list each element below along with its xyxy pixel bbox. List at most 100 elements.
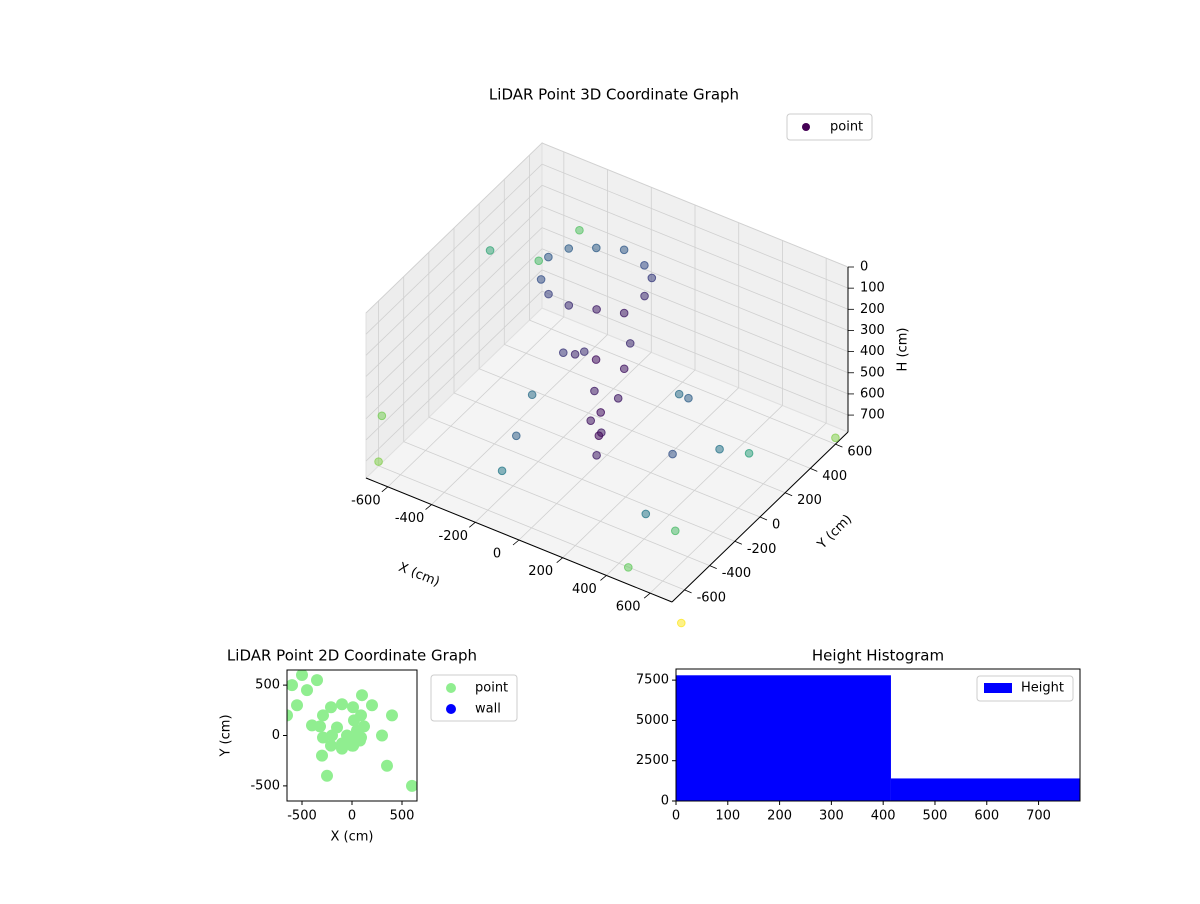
data-point	[640, 291, 649, 301]
tick-mark	[835, 443, 843, 448]
tick-mark	[759, 516, 768, 521]
data-point	[579, 347, 589, 356]
legend-label: point	[830, 120, 863, 135]
data-point	[356, 689, 368, 702]
data-point	[591, 355, 601, 364]
data-point	[497, 466, 507, 476]
grid-line	[365, 248, 543, 420]
x-tick-label: 400	[871, 809, 896, 824]
x-tick-label: 100	[715, 809, 740, 824]
data-point	[831, 433, 840, 443]
chart-title: LiDAR Point 2D Coordinate Graph	[227, 647, 477, 665]
data-point	[317, 709, 329, 722]
x-tick-label: 600	[616, 600, 641, 615]
y-tick-label: 600	[847, 445, 872, 460]
tick-mark	[784, 492, 793, 497]
data-point	[744, 449, 754, 458]
x-tick-label: 200	[528, 564, 553, 579]
grid-line	[453, 392, 761, 518]
grid-line	[541, 206, 849, 331]
data-point	[640, 261, 649, 270]
data-point	[594, 431, 604, 441]
tick-mark	[810, 468, 818, 472]
y-tick-label: 0	[272, 728, 280, 743]
data-point	[592, 305, 601, 314]
data-point	[316, 749, 328, 762]
plot-area	[287, 670, 417, 792]
tick-mark	[643, 592, 651, 599]
x-tick-label: 600	[974, 809, 999, 824]
y-tick-label: 5000	[636, 713, 669, 728]
x-tick-label: 500	[923, 809, 948, 824]
legend-marker	[984, 683, 1012, 693]
y-tick-label: 500	[255, 678, 280, 693]
data-point	[534, 256, 544, 266]
data-point	[592, 451, 601, 460]
x-tick-label: -400	[395, 511, 425, 526]
grid-line	[365, 227, 543, 398]
data-point	[623, 563, 633, 572]
x-tick-label: 400	[572, 582, 597, 597]
data-point	[325, 739, 337, 752]
data-point	[325, 701, 337, 714]
data-point	[336, 698, 348, 711]
data-point	[647, 273, 657, 283]
x-tick-label: 500	[390, 809, 415, 824]
data-point	[287, 679, 298, 692]
grid-line	[428, 416, 736, 542]
grid-line	[541, 290, 849, 416]
data-point	[374, 457, 383, 466]
grid-line	[504, 344, 811, 469]
legend-box	[786, 113, 873, 141]
grid-line	[365, 142, 543, 314]
y-tick-label: -200	[747, 542, 777, 557]
y-tick-label: 2500	[636, 753, 669, 768]
legend-marker	[446, 683, 456, 693]
z-tick-label: 200	[860, 302, 885, 317]
histogram-bar	[890, 778, 1080, 801]
data-point	[544, 289, 553, 299]
data-point	[376, 729, 388, 742]
tick-mark	[425, 504, 432, 510]
x-tick-label: -500	[287, 809, 317, 824]
data-point	[558, 348, 568, 357]
data-point	[366, 699, 378, 712]
y-axis-line	[671, 431, 849, 603]
data-point	[596, 408, 606, 417]
y-tick-label: 7500	[636, 673, 669, 688]
y-tick-label: 0	[772, 518, 780, 533]
data-point	[676, 618, 686, 628]
grid-line	[365, 269, 543, 441]
grid-line	[529, 319, 836, 445]
data-point	[592, 243, 601, 253]
grid-line	[541, 142, 849, 268]
data-point	[619, 245, 629, 255]
z-tick-label: 400	[860, 344, 885, 359]
data-point	[590, 386, 599, 396]
legend-label: Height	[1021, 681, 1064, 696]
x-tick-label: -600	[351, 493, 381, 508]
data-point	[641, 509, 651, 519]
data-point	[527, 390, 537, 400]
z-tick-label: 700	[860, 408, 885, 423]
data-point	[536, 275, 546, 284]
grid-line	[541, 269, 849, 395]
data-point	[347, 701, 359, 714]
x-tick-label: 200	[767, 809, 792, 824]
legend-marker	[446, 704, 456, 714]
tick-mark	[709, 565, 717, 569]
y-tick-label: -600	[697, 590, 727, 605]
data-point	[668, 449, 677, 459]
data-point	[485, 246, 495, 255]
tick-mark	[684, 589, 692, 594]
data-point	[564, 301, 574, 310]
tick-mark	[556, 557, 563, 564]
x-tick-label: 0	[493, 547, 501, 562]
legend-marker	[802, 123, 810, 131]
data-point	[321, 769, 333, 782]
x-axis-line	[365, 477, 673, 603]
y-tick-label: -400	[722, 566, 752, 581]
data-point	[564, 244, 574, 253]
grid-line	[378, 465, 685, 591]
z-tick-label: 300	[860, 323, 885, 338]
